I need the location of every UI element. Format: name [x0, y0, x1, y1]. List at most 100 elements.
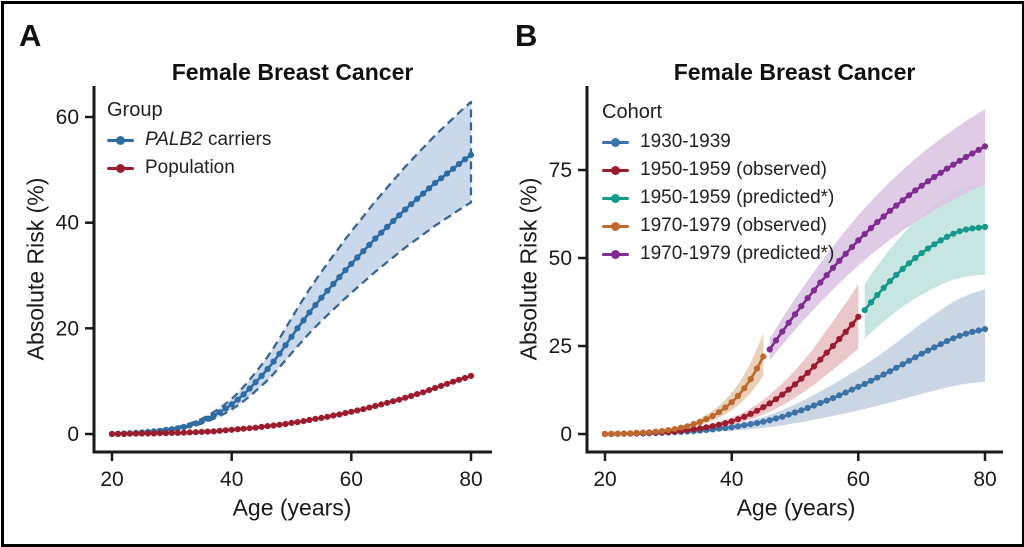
data-point: [601, 430, 609, 438]
data-point: [246, 425, 253, 432]
data-point: [810, 287, 818, 294]
data-point: [461, 374, 469, 382]
panel-a-x-axis-label: Age (years): [232, 494, 352, 521]
data-point: [180, 429, 187, 436]
y-tick-label: 75: [549, 159, 572, 182]
data-point: [677, 424, 685, 431]
data-point: [210, 412, 217, 419]
data-point: [396, 396, 403, 403]
data-point: [192, 420, 199, 427]
data-point: [734, 423, 742, 430]
data-point: [633, 429, 640, 436]
data-point: [703, 424, 710, 431]
data-point: [174, 429, 181, 436]
data-point: [384, 223, 391, 230]
data-point: [108, 430, 116, 438]
data-point: [956, 332, 963, 339]
data-point: [228, 401, 235, 408]
data-point: [817, 399, 824, 407]
data-point: [318, 414, 325, 421]
data-point: [741, 422, 748, 429]
population-markers: [108, 372, 475, 438]
data-point: [384, 399, 391, 406]
data-point: [950, 161, 957, 168]
data-point: [817, 356, 824, 363]
data-point: [390, 218, 397, 225]
data-point: [252, 379, 259, 386]
data-point: [156, 430, 163, 437]
legend-item-label: 1950-1959 (observed): [640, 159, 827, 180]
data-point: [766, 400, 773, 407]
legend-item-label: 1970-1979 (predicted*): [640, 243, 835, 264]
data-point: [324, 287, 331, 294]
data-point: [836, 257, 843, 264]
data-point: [354, 407, 361, 414]
data-point: [276, 350, 283, 357]
data-point: [414, 195, 421, 202]
y-tick-label: 0: [67, 423, 79, 446]
data-point: [741, 413, 748, 420]
data-point: [306, 309, 313, 316]
data-point: [270, 422, 277, 429]
data-point: [874, 374, 881, 381]
panel-b-letter: B: [515, 18, 538, 53]
data-point: [174, 425, 181, 432]
data-point: [753, 365, 761, 372]
data-point: [931, 173, 938, 181]
1930-1939-confidence-band: [668, 289, 985, 434]
population-legend-marker-icon: [107, 163, 134, 173]
data-point: [222, 405, 229, 412]
data-point: [240, 425, 247, 432]
legend-item-palb2-carriers: PALB2 carriers: [107, 129, 271, 151]
data-point: [354, 254, 361, 261]
data-point: [438, 382, 445, 389]
data-point: [614, 430, 621, 437]
data-point: [426, 185, 433, 192]
data-point: [804, 295, 811, 302]
data-point: [962, 330, 970, 337]
data-point: [180, 423, 187, 430]
data-point: [222, 427, 229, 434]
data-point: [848, 386, 856, 393]
x-tick-label: 40: [220, 468, 243, 491]
data-point: [228, 426, 235, 433]
data-point: [969, 150, 976, 157]
data-point: [899, 197, 906, 204]
x-tick-label: 20: [100, 468, 123, 491]
data-point: [620, 430, 628, 437]
data-point: [912, 187, 919, 194]
data-point: [975, 327, 982, 334]
data-point: [294, 325, 301, 332]
data-point: [867, 299, 875, 306]
data-point: [192, 429, 199, 436]
legend-item-label: 1930-1939: [640, 131, 731, 152]
data-point: [880, 213, 887, 220]
data-point: [234, 426, 241, 433]
data-point: [880, 371, 887, 378]
panel-a-y-axis-label: Absolute Risk (%): [22, 177, 49, 361]
data-point: [886, 368, 894, 375]
x-tick-label: 60: [340, 468, 363, 491]
data-point: [396, 212, 403, 219]
data-point: [823, 349, 830, 356]
data-point: [690, 421, 697, 428]
data-point: [366, 404, 373, 411]
data-point: [747, 410, 754, 417]
data-point: [905, 260, 913, 267]
data-point: [842, 389, 849, 396]
panel-b-x-axis-label: Age (years): [736, 494, 856, 521]
data-point: [198, 418, 205, 425]
data-point: [348, 260, 355, 267]
data-point: [899, 361, 906, 368]
data-point: [312, 302, 319, 309]
data-point: [899, 265, 906, 272]
data-point: [467, 372, 475, 379]
data-point: [893, 364, 900, 371]
data-point: [210, 428, 217, 435]
data-point: [893, 271, 900, 278]
palb2-carriers-confidence-band: [134, 100, 473, 435]
data-point: [402, 206, 409, 213]
data-point: [690, 426, 697, 433]
